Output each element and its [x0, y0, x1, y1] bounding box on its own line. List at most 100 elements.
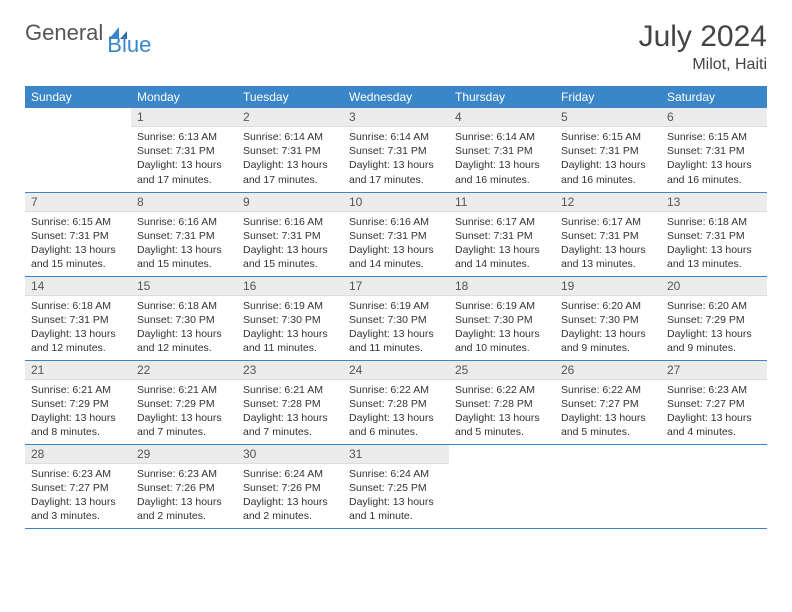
day-number: 16	[237, 277, 343, 296]
day-info: Sunrise: 6:17 AMSunset: 7:31 PMDaylight:…	[449, 212, 555, 276]
weekday-header: Thursday	[449, 86, 555, 108]
day-number: 20	[661, 277, 767, 296]
day-info-line: Sunset: 7:31 PM	[137, 144, 231, 158]
day-number: 19	[555, 277, 661, 296]
day-number: 18	[449, 277, 555, 296]
day-info: Sunrise: 6:19 AMSunset: 7:30 PMDaylight:…	[237, 296, 343, 360]
day-info-line: Sunrise: 6:18 AM	[137, 299, 231, 313]
day-number: 5	[555, 108, 661, 127]
day-info-line: Daylight: 13 hours	[349, 327, 443, 341]
day-info: Sunrise: 6:19 AMSunset: 7:30 PMDaylight:…	[343, 296, 449, 360]
day-info-line: Sunset: 7:30 PM	[455, 313, 549, 327]
calendar-cell	[449, 444, 555, 528]
calendar-cell: 17Sunrise: 6:19 AMSunset: 7:30 PMDayligh…	[343, 276, 449, 360]
day-info: Sunrise: 6:21 AMSunset: 7:28 PMDaylight:…	[237, 380, 343, 444]
day-info-line: Sunset: 7:31 PM	[349, 229, 443, 243]
day-number: 15	[131, 277, 237, 296]
day-info-line: Sunset: 7:31 PM	[349, 144, 443, 158]
day-info-line: Sunrise: 6:15 AM	[31, 215, 125, 229]
calendar-cell: 28Sunrise: 6:23 AMSunset: 7:27 PMDayligh…	[25, 444, 131, 528]
calendar-cell: 3Sunrise: 6:14 AMSunset: 7:31 PMDaylight…	[343, 108, 449, 192]
day-info-line: Sunrise: 6:16 AM	[349, 215, 443, 229]
day-info-line: Sunrise: 6:23 AM	[667, 383, 761, 397]
day-info-line: Sunrise: 6:14 AM	[243, 130, 337, 144]
calendar-cell: 23Sunrise: 6:21 AMSunset: 7:28 PMDayligh…	[237, 360, 343, 444]
calendar-cell: 7Sunrise: 6:15 AMSunset: 7:31 PMDaylight…	[25, 192, 131, 276]
day-info-line: Sunset: 7:30 PM	[349, 313, 443, 327]
day-info-line: Sunrise: 6:18 AM	[667, 215, 761, 229]
weekday-header: Friday	[555, 86, 661, 108]
day-number: 4	[449, 108, 555, 127]
day-info-line: and 8 minutes.	[31, 425, 125, 439]
day-info-line: Sunrise: 6:14 AM	[455, 130, 549, 144]
day-info-line: Sunset: 7:31 PM	[455, 144, 549, 158]
logo-text-blue: Blue	[107, 32, 151, 58]
day-info-line: Daylight: 13 hours	[455, 243, 549, 257]
day-info-line: and 4 minutes.	[667, 425, 761, 439]
day-info-line: Daylight: 13 hours	[667, 158, 761, 172]
day-info-line: Daylight: 13 hours	[31, 411, 125, 425]
weekday-header: Monday	[131, 86, 237, 108]
day-info-line: and 17 minutes.	[349, 173, 443, 187]
day-info: Sunrise: 6:23 AMSunset: 7:26 PMDaylight:…	[131, 464, 237, 528]
month-title: July 2024	[639, 20, 767, 54]
location: Milot, Haiti	[639, 56, 767, 74]
day-info-line: and 3 minutes.	[31, 509, 125, 523]
calendar-cell: 10Sunrise: 6:16 AMSunset: 7:31 PMDayligh…	[343, 192, 449, 276]
day-info-line: Sunset: 7:31 PM	[667, 144, 761, 158]
day-info-line: and 9 minutes.	[667, 341, 761, 355]
calendar-cell: 26Sunrise: 6:22 AMSunset: 7:27 PMDayligh…	[555, 360, 661, 444]
day-info-line: and 16 minutes.	[667, 173, 761, 187]
day-info: Sunrise: 6:14 AMSunset: 7:31 PMDaylight:…	[343, 127, 449, 191]
day-info-line: Sunset: 7:28 PM	[455, 397, 549, 411]
calendar-cell	[555, 444, 661, 528]
day-info-line: Sunset: 7:31 PM	[31, 313, 125, 327]
day-info-line: and 16 minutes.	[455, 173, 549, 187]
day-info-line: Sunrise: 6:15 AM	[667, 130, 761, 144]
day-info-line: and 11 minutes.	[349, 341, 443, 355]
day-info: Sunrise: 6:21 AMSunset: 7:29 PMDaylight:…	[131, 380, 237, 444]
day-number: 23	[237, 361, 343, 380]
day-info-line: Daylight: 13 hours	[667, 327, 761, 341]
calendar-cell: 6Sunrise: 6:15 AMSunset: 7:31 PMDaylight…	[661, 108, 767, 192]
day-info-line: Sunrise: 6:22 AM	[349, 383, 443, 397]
day-info-line: Sunset: 7:29 PM	[667, 313, 761, 327]
calendar-cell: 16Sunrise: 6:19 AMSunset: 7:30 PMDayligh…	[237, 276, 343, 360]
day-info: Sunrise: 6:15 AMSunset: 7:31 PMDaylight:…	[661, 127, 767, 191]
day-info-line: Sunset: 7:28 PM	[349, 397, 443, 411]
day-info-line: Sunrise: 6:19 AM	[243, 299, 337, 313]
day-info-line: and 7 minutes.	[243, 425, 337, 439]
calendar-row: 1Sunrise: 6:13 AMSunset: 7:31 PMDaylight…	[25, 108, 767, 192]
day-info: Sunrise: 6:20 AMSunset: 7:30 PMDaylight:…	[555, 296, 661, 360]
day-number: 31	[343, 445, 449, 464]
day-info-line: Sunrise: 6:23 AM	[31, 467, 125, 481]
day-info-line: Sunrise: 6:20 AM	[561, 299, 655, 313]
day-info: Sunrise: 6:19 AMSunset: 7:30 PMDaylight:…	[449, 296, 555, 360]
day-info-line: Daylight: 13 hours	[667, 411, 761, 425]
day-info-line: Sunrise: 6:18 AM	[31, 299, 125, 313]
day-number: 1	[131, 108, 237, 127]
day-info-line: Daylight: 13 hours	[31, 327, 125, 341]
title-block: July 2024 Milot, Haiti	[639, 20, 767, 74]
day-number: 13	[661, 193, 767, 212]
day-info-line: and 6 minutes.	[349, 425, 443, 439]
calendar-cell: 29Sunrise: 6:23 AMSunset: 7:26 PMDayligh…	[131, 444, 237, 528]
day-info-line: Daylight: 13 hours	[31, 243, 125, 257]
calendar-cell: 4Sunrise: 6:14 AMSunset: 7:31 PMDaylight…	[449, 108, 555, 192]
day-info: Sunrise: 6:16 AMSunset: 7:31 PMDaylight:…	[237, 212, 343, 276]
day-info-line: Sunrise: 6:21 AM	[31, 383, 125, 397]
day-info-line: and 14 minutes.	[349, 257, 443, 271]
day-info-line: Sunset: 7:28 PM	[243, 397, 337, 411]
day-info-line: Sunrise: 6:21 AM	[243, 383, 337, 397]
day-info-line: and 2 minutes.	[243, 509, 337, 523]
day-number: 17	[343, 277, 449, 296]
day-info-line: Sunrise: 6:17 AM	[561, 215, 655, 229]
calendar-cell: 21Sunrise: 6:21 AMSunset: 7:29 PMDayligh…	[25, 360, 131, 444]
calendar-cell: 27Sunrise: 6:23 AMSunset: 7:27 PMDayligh…	[661, 360, 767, 444]
day-info-line: Sunset: 7:30 PM	[561, 313, 655, 327]
day-info-line: Sunrise: 6:13 AM	[137, 130, 231, 144]
day-info-line: Sunrise: 6:20 AM	[667, 299, 761, 313]
day-info-line: and 10 minutes.	[455, 341, 549, 355]
day-number: 27	[661, 361, 767, 380]
day-info-line: Sunrise: 6:23 AM	[137, 467, 231, 481]
